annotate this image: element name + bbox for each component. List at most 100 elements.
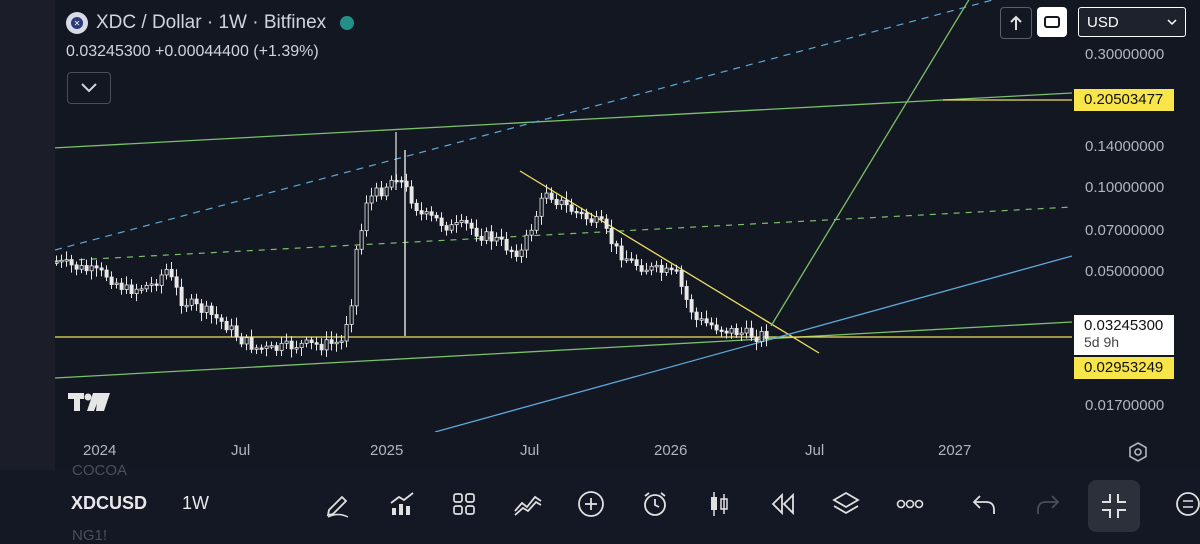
support-price-tag: 0.02953249 <box>1074 357 1174 379</box>
green-dashed-midline[interactable] <box>55 206 1073 262</box>
symbol-name[interactable]: XDCUSD <box>71 493 148 513</box>
candle-body <box>314 342 319 345</box>
strategy-button[interactable] <box>512 488 544 520</box>
price-axis[interactable] <box>1075 0 1200 470</box>
green-projection-line[interactable] <box>770 0 970 327</box>
symbol-header[interactable]: ✕ XDC / Dollar · 1W · Bitfinex <box>66 12 355 34</box>
compare-button[interactable] <box>1037 7 1067 37</box>
alarm-icon <box>644 492 666 516</box>
candle-body <box>369 195 374 204</box>
indicators-button[interactable] <box>386 488 418 520</box>
candle-body <box>59 259 64 263</box>
candle-body <box>609 227 614 245</box>
more-button[interactable] <box>894 488 926 520</box>
candle-body <box>464 219 469 224</box>
current-price-tag: 0.03245300 5d 9h <box>1074 315 1174 355</box>
redo-button[interactable] <box>1032 488 1064 520</box>
candle-body <box>729 328 734 334</box>
price-chart[interactable] <box>55 0 1075 432</box>
candle-body <box>549 192 554 200</box>
undo-button[interactable] <box>968 488 1000 520</box>
currency-select[interactable]: USD <box>1078 7 1186 37</box>
candle-body <box>689 299 694 313</box>
time-label: 2026 <box>654 442 688 459</box>
yellow-descending-trendline[interactable] <box>519 170 820 354</box>
price-label: 0.07000000 <box>1085 222 1165 239</box>
candle-body <box>434 214 439 219</box>
green-support-line[interactable] <box>55 321 1073 379</box>
candle-body <box>329 339 334 344</box>
candle-body <box>154 283 159 286</box>
undo-icon <box>972 495 995 514</box>
alert-button[interactable] <box>639 488 671 520</box>
arrow-up-icon <box>1010 15 1022 30</box>
candle-body <box>109 276 114 285</box>
candle-body <box>684 286 689 300</box>
time-axis[interactable] <box>55 432 1075 470</box>
candle-body <box>594 216 599 223</box>
price-label: 0.14000000 <box>1085 138 1165 155</box>
candle-body <box>479 235 484 241</box>
candle-body <box>299 342 304 349</box>
ghost-symbol-above: COCOA <box>72 462 128 479</box>
candle-body <box>484 231 489 241</box>
candle-body <box>664 267 669 273</box>
replay-button[interactable] <box>767 488 799 520</box>
candle-body <box>414 202 419 212</box>
fullscreen-button[interactable] <box>1088 480 1140 532</box>
candle-body <box>469 222 474 229</box>
candle-body <box>509 249 514 253</box>
green-resistance-line[interactable] <box>55 92 1073 149</box>
ghost-symbol-below: NG1! <box>72 527 108 544</box>
candle-body <box>539 197 544 217</box>
layout-button[interactable] <box>448 488 480 520</box>
side-panel-button[interactable] <box>1172 488 1200 520</box>
candle-body <box>184 304 189 308</box>
tradingview-logo <box>68 393 110 411</box>
candle-body <box>639 265 644 272</box>
chevron-down-icon <box>81 83 97 93</box>
objects-tree-button[interactable] <box>830 488 862 520</box>
candle-body <box>569 204 574 212</box>
candle-body <box>559 199 564 206</box>
symbol-title: XDC / Dollar · 1W · Bitfinex <box>96 12 327 33</box>
candle-body <box>564 199 569 206</box>
candle-body <box>734 328 739 336</box>
candle-body <box>494 236 499 242</box>
candle-body <box>644 269 649 273</box>
blue-ascending-trendline[interactable] <box>434 255 1073 432</box>
candle-body <box>169 269 174 278</box>
candle-body <box>719 329 724 332</box>
chart-settings-button[interactable] <box>1123 437 1153 467</box>
candle-body <box>504 238 509 251</box>
candle-body <box>634 259 639 266</box>
candle-body <box>654 264 659 268</box>
candle-body <box>449 224 454 231</box>
price-label: 0.05000000 <box>1085 263 1165 280</box>
drawing-tool-button[interactable] <box>322 488 354 520</box>
candle-body <box>364 202 369 232</box>
candle-body <box>199 303 204 313</box>
left-panel <box>0 0 55 470</box>
candle-body <box>134 288 139 295</box>
candle-body <box>764 331 769 339</box>
blue-dashed-upper-line[interactable] <box>55 0 1000 251</box>
candle-body <box>214 314 219 319</box>
candle-body <box>524 234 529 251</box>
indicators-icon <box>514 495 542 516</box>
add-button[interactable] <box>575 488 607 520</box>
candle-body <box>249 337 254 350</box>
candle-body <box>604 218 609 229</box>
candle-body <box>294 347 299 350</box>
scroll-up-button[interactable] <box>1000 7 1032 39</box>
chart-type-button[interactable] <box>703 488 735 520</box>
candle-body <box>379 187 384 197</box>
candle-body <box>239 336 244 345</box>
chart-area[interactable] <box>55 0 1075 432</box>
candle-body <box>229 325 234 331</box>
collapse-legend-button[interactable] <box>67 72 111 104</box>
price-label: 0.10000000 <box>1085 179 1165 196</box>
candles-icon <box>711 492 728 516</box>
candle-body <box>114 282 119 285</box>
timeframe-selector[interactable]: 1W <box>182 493 209 513</box>
